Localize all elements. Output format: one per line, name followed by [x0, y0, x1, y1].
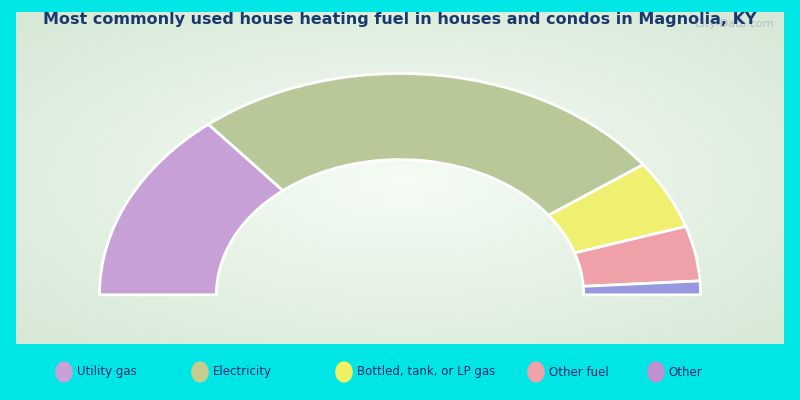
Text: Other: Other: [669, 366, 702, 378]
Wedge shape: [549, 165, 686, 253]
Wedge shape: [99, 124, 283, 295]
Text: Bottled, tank, or LP gas: Bottled, tank, or LP gas: [357, 366, 495, 378]
Wedge shape: [583, 281, 701, 295]
Ellipse shape: [527, 361, 545, 383]
Ellipse shape: [335, 361, 353, 383]
Ellipse shape: [55, 361, 73, 383]
Text: City-Data.com: City-Data.com: [694, 19, 774, 29]
Wedge shape: [574, 226, 700, 286]
Text: Most commonly used house heating fuel in houses and condos in Magnolia, KY: Most commonly used house heating fuel in…: [43, 12, 757, 27]
Wedge shape: [209, 74, 643, 215]
Ellipse shape: [191, 361, 209, 383]
Ellipse shape: [647, 361, 665, 383]
Text: Electricity: Electricity: [213, 366, 272, 378]
Text: Other fuel: Other fuel: [549, 366, 609, 378]
Text: Utility gas: Utility gas: [77, 366, 137, 378]
